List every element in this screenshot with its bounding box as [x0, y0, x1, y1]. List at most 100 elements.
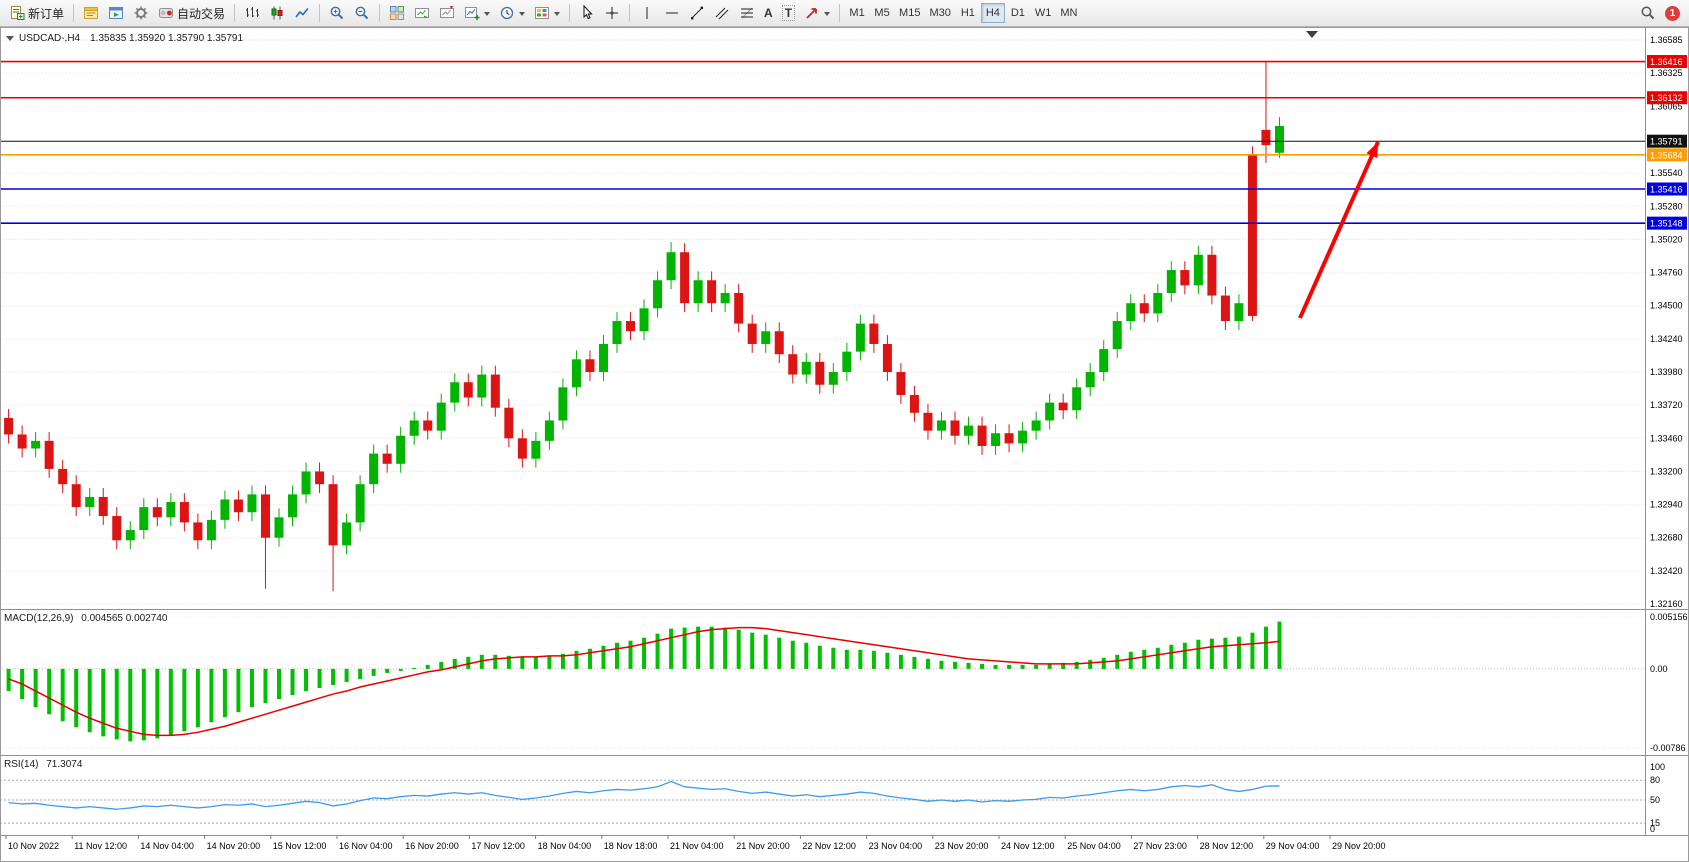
candle-body	[909, 394, 919, 413]
crosshair-button[interactable]	[600, 2, 624, 24]
notification-badge[interactable]: 1	[1665, 5, 1680, 21]
annotation-arrow-head	[1366, 142, 1378, 159]
timeframe-w1-button[interactable]: W1	[1031, 3, 1056, 23]
timeframe-m5-button[interactable]: M5	[870, 3, 894, 23]
candle-body	[977, 425, 987, 446]
timeframe-m1-button[interactable]: M1	[845, 3, 869, 23]
svg-text:29 Nov 20:00: 29 Nov 20:00	[1332, 841, 1386, 851]
terminal-button[interactable]	[79, 2, 103, 24]
candle-body	[1058, 402, 1068, 411]
text-button[interactable]: A	[760, 2, 777, 24]
macd-indicator-name: MACD(12,26,9)	[4, 613, 74, 624]
zoom-out-icon	[354, 5, 370, 21]
svg-text:80: 80	[1650, 775, 1660, 785]
new-order-label: 新订单	[28, 6, 65, 21]
metaeditor-button[interactable]	[129, 2, 153, 24]
zoom-in-button[interactable]	[325, 2, 349, 24]
candle-body	[1180, 270, 1190, 286]
strategy-tester-button[interactable]	[104, 2, 128, 24]
price-axis[interactable]: 1.36585 1.36325 1.36065 1.35540 1.35280 1.350…	[1650, 35, 1683, 609]
dropdown-arrow-icon	[484, 12, 491, 19]
svg-text:1.32420: 1.32420	[1650, 566, 1683, 576]
candle-body	[382, 453, 392, 464]
candle-body	[125, 530, 135, 541]
svg-text:21 Nov 20:00: 21 Nov 20:00	[736, 841, 790, 851]
auto-scroll-button[interactable]	[410, 2, 434, 24]
candle-body	[1072, 387, 1082, 411]
candle-body	[571, 359, 581, 388]
new-order-button[interactable]: 新订单	[5, 2, 68, 24]
timeframe-h1-button[interactable]: H1	[956, 3, 980, 23]
chart-shift-marker[interactable]	[1306, 31, 1318, 38]
vertical-line-button[interactable]	[635, 2, 659, 24]
vertical-line-icon	[639, 5, 655, 21]
candle-body	[842, 351, 852, 373]
timeframe-m30-button[interactable]: M30	[925, 3, 954, 23]
svg-text:1.35148: 1.35148	[1650, 219, 1683, 229]
candle-body	[288, 494, 298, 518]
candle-body	[896, 372, 906, 395]
timeframe-mn-button[interactable]: MN	[1056, 3, 1081, 23]
svg-text:1.35540: 1.35540	[1650, 168, 1683, 178]
cursor-button[interactable]	[575, 2, 599, 24]
timeframe-h4-button[interactable]: H4	[980, 3, 1005, 23]
chart-window-border	[0, 27, 1689, 862]
candle-body	[734, 293, 744, 324]
horizontal-line-icon	[664, 5, 680, 21]
templates-button[interactable]	[530, 2, 564, 24]
support-upper-price-tag	[1647, 182, 1687, 196]
pivot-orange-price-tag	[1647, 148, 1687, 162]
macd-indicator-values: 0.004565 0.002740	[81, 613, 168, 624]
svg-text:100: 100	[1650, 762, 1665, 772]
svg-text:16 Nov 04:00: 16 Nov 04:00	[339, 841, 393, 851]
candlestick-chart-icon	[269, 5, 285, 21]
search-button[interactable]	[1636, 2, 1660, 24]
price-grid	[0, 39, 1645, 605]
arrows-icon	[804, 5, 820, 21]
bar-chart-button[interactable]	[240, 2, 264, 24]
text-label-button[interactable]: T	[778, 2, 799, 24]
candlestick-chart-button[interactable]	[265, 2, 289, 24]
candle-body	[531, 440, 541, 459]
svg-text:15: 15	[1650, 818, 1660, 828]
svg-text:1.35684: 1.35684	[1650, 150, 1683, 160]
new-chart-button[interactable]	[460, 2, 494, 24]
trendline-button[interactable]	[685, 2, 709, 24]
autotrading-button[interactable]: 自动交易	[154, 2, 229, 24]
zoom-out-button[interactable]	[350, 2, 374, 24]
terminal-icon	[83, 5, 99, 21]
rsi-line	[8, 780, 1280, 810]
chart-menu-icon[interactable]	[6, 36, 14, 45]
arrows-button[interactable]	[800, 2, 834, 24]
candle-body	[707, 280, 717, 304]
clock-icon	[499, 5, 515, 21]
svg-text:1.36325: 1.36325	[1650, 68, 1683, 78]
annotation-arrow[interactable]	[1298, 141, 1380, 319]
svg-text:25 Nov 04:00: 25 Nov 04:00	[1067, 841, 1121, 851]
toolbar-separator	[319, 4, 321, 22]
candle-body	[274, 517, 284, 538]
candle-body	[1126, 303, 1136, 322]
main-toolbar: 新订单 自动交易 A T M1 M5 M15 M30 H1 H4 D1 W1 MN 1	[0, 0, 1689, 27]
tile-windows-button[interactable]	[385, 2, 409, 24]
svg-text:15 Nov 12:00: 15 Nov 12:00	[273, 841, 327, 851]
time-axis[interactable]: 10 Nov 2022 11 Nov 12:00 14 Nov 04:00 14 No…	[5, 836, 1386, 851]
chart-shift-button[interactable]	[435, 2, 459, 24]
candle-body	[152, 507, 162, 518]
timeframe-d1-button[interactable]: D1	[1006, 3, 1030, 23]
toolbar-separator	[379, 4, 381, 22]
candle-body	[558, 387, 568, 421]
svg-text:28 Nov 12:00: 28 Nov 12:00	[1200, 841, 1254, 851]
svg-text:-0.00786: -0.00786	[1650, 743, 1686, 753]
autotrading-icon	[158, 5, 174, 21]
svg-text:0: 0	[1650, 824, 1655, 834]
horizontal-line-button[interactable]	[660, 2, 684, 24]
fibonacci-button[interactable]	[735, 2, 759, 24]
timeframe-m15-button[interactable]: M15	[895, 3, 924, 23]
svg-text:23 Nov 04:00: 23 Nov 04:00	[869, 841, 923, 851]
svg-text:1.36585: 1.36585	[1650, 35, 1683, 45]
timeframes-menu-button[interactable]	[495, 2, 529, 24]
equidistant-channel-button[interactable]	[710, 2, 734, 24]
line-chart-button[interactable]	[290, 2, 314, 24]
candle-body	[450, 382, 460, 403]
